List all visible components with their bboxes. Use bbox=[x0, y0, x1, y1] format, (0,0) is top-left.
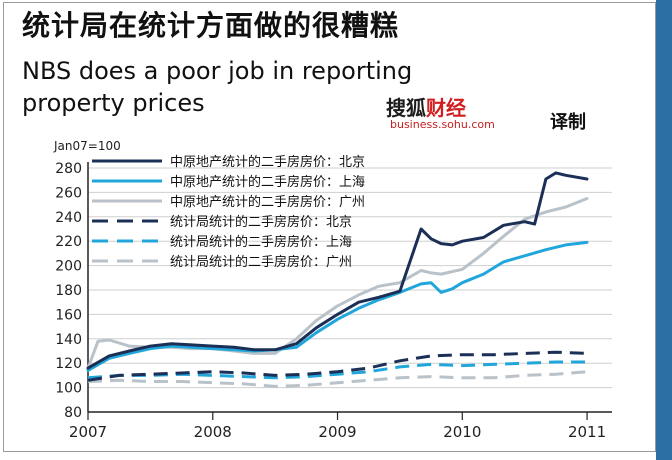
y-tick-label-200: 200 bbox=[55, 259, 82, 275]
series-line-5 bbox=[87, 360, 587, 380]
y-tick-label-220: 220 bbox=[55, 234, 82, 250]
series-line-6 bbox=[87, 370, 588, 388]
y-tick-label-260: 260 bbox=[55, 185, 82, 201]
legend-label-4: 统计局统计的二手房房价：北京 bbox=[170, 214, 352, 230]
x-tick-label-2010: 2010 bbox=[443, 423, 481, 441]
y-tick-label-160: 160 bbox=[55, 307, 82, 323]
y-tick-label-280: 280 bbox=[55, 161, 82, 177]
legend-label-2: 中原地产统计的二手房房价：上海 bbox=[170, 174, 365, 190]
legend-label-1: 中原地产统计的二手房房价：北京 bbox=[170, 154, 365, 170]
chart-title-english-line1: NBS does a poor job in reporting bbox=[22, 57, 413, 85]
logo-part-sohu: 搜狐 bbox=[386, 96, 426, 120]
y-axis-label: Jan07=100 bbox=[53, 139, 121, 153]
chart-title-chinese: 统计局在统计方面做的很糟糕 bbox=[22, 9, 400, 42]
series-line-2 bbox=[86, 240, 589, 372]
y-tick-label-120: 120 bbox=[55, 356, 82, 372]
translation-note: 译制 bbox=[550, 112, 586, 133]
y-tick-label-240: 240 bbox=[55, 210, 82, 226]
series-line-4 bbox=[87, 350, 588, 382]
logo-part-finance: 财经 bbox=[426, 96, 466, 120]
right-accent-bar bbox=[656, 0, 672, 460]
sohu-finance-logo: 搜狐财经 bbox=[386, 92, 466, 121]
x-tick-label-2007: 2007 bbox=[69, 423, 107, 441]
x-tick-label-2008: 2008 bbox=[194, 423, 232, 441]
legend-label-3: 中原地产统计的二手房房价：广州 bbox=[170, 194, 365, 210]
brand-url: business.sohu.com bbox=[390, 118, 495, 131]
y-tick-label-140: 140 bbox=[55, 332, 82, 348]
y-tick-label-180: 180 bbox=[55, 283, 82, 299]
x-tick-label-2011: 2011 bbox=[568, 423, 606, 441]
y-tick-label-100: 100 bbox=[55, 381, 82, 397]
chart-title-english-line2: property prices bbox=[22, 89, 205, 117]
y-tick-label-80: 80 bbox=[64, 405, 82, 421]
legend-label-5: 统计局统计的二手房房价：上海 bbox=[170, 234, 352, 250]
x-tick-label-2009: 2009 bbox=[318, 423, 356, 441]
series-line-1 bbox=[86, 171, 589, 370]
legend-label-6: 统计局统计的二手房房价：广州 bbox=[170, 254, 352, 270]
